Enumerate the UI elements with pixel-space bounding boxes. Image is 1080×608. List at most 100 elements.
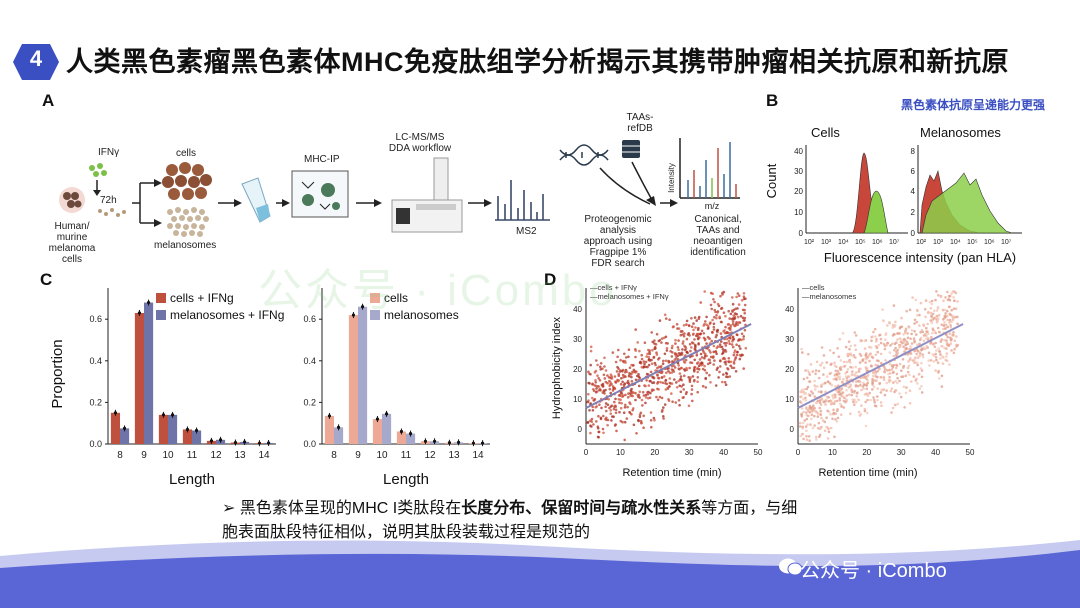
scatter-point [906, 341, 909, 344]
scatter-point [630, 379, 634, 383]
scatter-point [719, 294, 722, 298]
scatter-point [948, 332, 951, 336]
scatter-point [890, 387, 894, 390]
scatter-point [860, 388, 863, 392]
scatter-point [607, 376, 611, 379]
scatter-point [819, 364, 822, 367]
scatter-point [902, 364, 906, 368]
scatter-point [660, 376, 664, 379]
scatter-point [810, 417, 813, 421]
scatter-point [712, 322, 716, 326]
scatter-point [662, 406, 665, 409]
time-label: 72h [100, 195, 117, 206]
scatter-point [806, 376, 809, 380]
scatter-point [871, 382, 874, 385]
scatter-point [724, 344, 728, 347]
scatter-point [733, 312, 737, 315]
scatter-point [836, 408, 839, 411]
scatter-point [804, 396, 807, 400]
left-xtick: 10⁶ [872, 239, 883, 246]
scatter-point [944, 312, 947, 315]
scatter-point [696, 370, 699, 374]
scatter-point [603, 365, 606, 368]
scatter-point [918, 387, 921, 390]
scatter-point [946, 335, 949, 339]
bar [158, 414, 168, 444]
scatter-point [606, 403, 610, 407]
scatter-point [832, 411, 836, 415]
scatter-point [621, 368, 625, 372]
scatter-point [914, 379, 918, 382]
x-tick-label: 12 [210, 450, 222, 461]
scatter-point [667, 370, 670, 373]
scatter-point [623, 370, 627, 374]
scatter-point [896, 332, 900, 335]
scatter-point [647, 384, 651, 387]
scatter-point [656, 398, 660, 401]
scatter-point [882, 342, 886, 346]
scatter-point [916, 382, 919, 385]
bar-point [480, 441, 485, 445]
scatter-point [648, 359, 652, 362]
scatter-point [729, 312, 733, 316]
bar-point [399, 429, 404, 434]
scatter-point [948, 318, 952, 322]
scatter-point [855, 380, 858, 384]
scatter-point [820, 346, 824, 349]
bar [324, 415, 334, 444]
scatter-point [832, 351, 835, 355]
scatter-point [853, 403, 856, 406]
x-tick-label: 20 [862, 448, 871, 457]
scatter-point [682, 396, 685, 399]
scatter-point [685, 337, 689, 341]
scatter-point [825, 361, 829, 364]
scatter-point [678, 353, 682, 357]
scatter-point [847, 340, 851, 343]
scatter-point [833, 361, 836, 365]
scatter-point [948, 363, 951, 366]
scatter-point [649, 411, 653, 414]
scatter-point [891, 342, 894, 345]
scatter-point [649, 370, 653, 374]
scatter-point [912, 375, 916, 378]
scatter-point [857, 410, 861, 414]
scatter-point [799, 434, 802, 438]
scatter-point [709, 291, 713, 295]
scatter-point [670, 392, 673, 395]
scatter-point [833, 400, 837, 403]
scatter-point [800, 388, 804, 392]
scatter-point [594, 369, 598, 373]
scatter-point [934, 298, 937, 302]
scatter-point [652, 416, 656, 420]
scatter-point [620, 392, 624, 395]
scatter-point [820, 383, 823, 387]
right-ytick: 6 [911, 167, 916, 176]
scatter-point [913, 318, 917, 322]
scatter-point [839, 359, 843, 362]
identification-2: TAAs and [696, 225, 739, 236]
scatter-point [709, 303, 713, 307]
scatter-point [640, 353, 643, 357]
legend-swatch [370, 310, 380, 320]
conclusion-text: ➢ 黑色素体呈现的MHC I类肽段在长度分布、保留时间与疏水性关系等方面，与细 … [222, 497, 882, 545]
scatter-points [798, 290, 959, 442]
scatter-point [876, 350, 879, 354]
scatter-point [729, 360, 733, 364]
scatter-point [620, 377, 623, 380]
scatter-point [815, 410, 819, 414]
scatter-point [621, 395, 624, 398]
scatter-point [634, 391, 637, 395]
scatter-point [634, 378, 638, 382]
scatter-point [696, 390, 699, 394]
scatter-point [623, 359, 627, 363]
bar-point [257, 441, 262, 445]
scatter-point [862, 387, 865, 391]
scatter-point [587, 381, 590, 385]
scatter-point [900, 325, 904, 329]
scatter-point [913, 361, 916, 364]
scatter-point [591, 409, 595, 412]
scatter-point [906, 336, 910, 340]
scatter-point [703, 356, 706, 360]
scatter-point [800, 407, 804, 410]
scatter-point [860, 404, 863, 407]
